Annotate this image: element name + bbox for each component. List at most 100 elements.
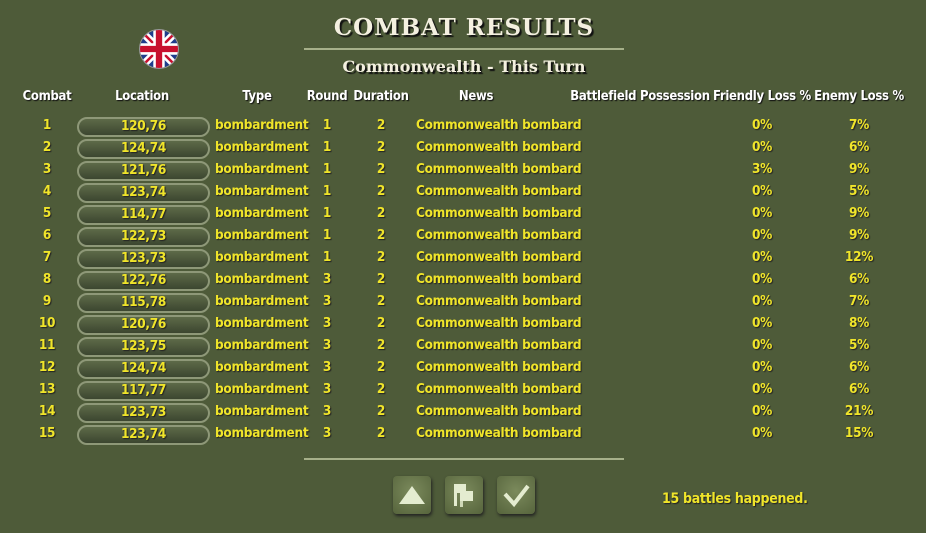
enemy-loss-cell: 5% (848, 337, 870, 353)
round-cell: 1 (322, 139, 332, 155)
friendly-loss-cell: 0% (751, 271, 773, 287)
duration-cell: 2 (376, 183, 386, 199)
enemy-loss-cell: 5% (848, 183, 870, 199)
type-cell: bombardment (215, 315, 309, 331)
column-header-friendly-loss: Friendly Loss % (713, 89, 811, 104)
enemy-loss-cell: 6% (848, 271, 870, 287)
news-cell: Commonwealth bombard (416, 359, 582, 375)
enemy-loss-cell: 6% (848, 359, 870, 375)
news-cell: Commonwealth bombard (416, 425, 582, 441)
enemy-loss-cell: 21% (844, 403, 874, 419)
column-header-battlefield-possession: Battlefield Possession (570, 89, 710, 104)
triangle-up-icon (399, 486, 425, 504)
combat-cell: 3 (42, 161, 52, 177)
news-cell: Commonwealth bombard (416, 271, 582, 287)
round-cell: 3 (322, 293, 332, 309)
location-button[interactable]: 115,78 (77, 293, 210, 313)
scroll-up-button[interactable] (393, 476, 431, 514)
round-cell: 3 (322, 403, 332, 419)
enemy-loss-cell: 15% (844, 425, 874, 441)
type-cell: bombardment (215, 359, 309, 375)
duration-cell: 2 (376, 359, 386, 375)
combat-cell: 13 (38, 381, 56, 397)
combat-cell: 8 (42, 271, 52, 287)
flags-icon (454, 484, 473, 507)
enemy-loss-cell: 9% (848, 161, 870, 177)
combat-cell: 10 (38, 315, 56, 331)
round-cell: 1 (322, 227, 332, 243)
column-header-round: Round (306, 89, 348, 104)
friendly-loss-cell: 0% (751, 403, 773, 419)
location-button[interactable]: 123,74 (77, 425, 210, 445)
location-button[interactable]: 121,76 (77, 161, 210, 181)
location-button[interactable]: 122,73 (77, 227, 210, 247)
location-button[interactable]: 124,74 (77, 139, 210, 159)
combat-cell: 1 (42, 117, 52, 133)
news-cell: Commonwealth bombard (416, 337, 582, 353)
combat-cell: 14 (38, 403, 56, 419)
type-cell: bombardment (215, 403, 309, 419)
type-cell: bombardment (215, 381, 309, 397)
location-button[interactable]: 124,74 (77, 359, 210, 379)
type-cell: bombardment (215, 271, 309, 287)
location-button[interactable]: 114,77 (77, 205, 210, 225)
news-cell: Commonwealth bombard (416, 381, 582, 397)
friendly-loss-cell: 0% (751, 205, 773, 221)
column-header-location: Location (115, 89, 169, 104)
flags-button[interactable] (445, 476, 483, 514)
confirm-button[interactable] (497, 476, 535, 514)
location-button[interactable]: 122,76 (77, 271, 210, 291)
type-cell: bombardment (215, 293, 309, 309)
news-cell: Commonwealth bombard (416, 183, 582, 199)
combat-cell: 11 (38, 337, 56, 353)
checkmark-icon (503, 484, 530, 508)
location-button[interactable]: 120,76 (77, 315, 210, 335)
uk-flag-icon (139, 29, 179, 69)
round-cell: 1 (322, 117, 332, 133)
news-cell: Commonwealth bombard (416, 293, 582, 309)
round-cell: 1 (322, 161, 332, 177)
enemy-loss-cell: 7% (848, 117, 870, 133)
column-header-type: Type (242, 89, 272, 104)
location-button[interactable]: 123,74 (77, 183, 210, 203)
friendly-loss-cell: 0% (751, 293, 773, 309)
news-cell: Commonwealth bombard (416, 139, 582, 155)
round-cell: 3 (322, 359, 332, 375)
friendly-loss-cell: 3% (751, 161, 773, 177)
duration-cell: 2 (376, 139, 386, 155)
round-cell: 1 (322, 249, 332, 265)
type-cell: bombardment (215, 161, 309, 177)
friendly-loss-cell: 0% (751, 425, 773, 441)
friendly-loss-cell: 0% (751, 337, 773, 353)
duration-cell: 2 (376, 249, 386, 265)
news-cell: Commonwealth bombard (416, 249, 582, 265)
location-button[interactable]: 120,76 (77, 117, 210, 137)
round-cell: 3 (322, 315, 332, 331)
location-button[interactable]: 123,73 (77, 249, 210, 269)
friendly-loss-cell: 0% (751, 139, 773, 155)
enemy-loss-cell: 8% (848, 315, 870, 331)
duration-cell: 2 (376, 403, 386, 419)
round-cell: 3 (322, 271, 332, 287)
duration-cell: 2 (376, 161, 386, 177)
divider (304, 48, 624, 50)
type-cell: bombardment (215, 205, 309, 221)
enemy-loss-cell: 7% (848, 293, 870, 309)
location-button[interactable]: 123,75 (77, 337, 210, 357)
enemy-loss-cell: 12% (844, 249, 874, 265)
enemy-loss-cell: 9% (848, 227, 870, 243)
type-cell: bombardment (215, 425, 309, 441)
duration-cell: 2 (376, 205, 386, 221)
news-cell: Commonwealth bombard (416, 227, 582, 243)
friendly-loss-cell: 0% (751, 359, 773, 375)
combat-cell: 7 (42, 249, 52, 265)
location-button[interactable]: 123,73 (77, 403, 210, 423)
duration-cell: 2 (376, 337, 386, 353)
round-cell: 3 (322, 337, 332, 353)
friendly-loss-cell: 0% (751, 315, 773, 331)
combat-cell: 2 (42, 139, 52, 155)
news-cell: Commonwealth bombard (416, 403, 582, 419)
location-button[interactable]: 117,77 (77, 381, 210, 401)
type-cell: bombardment (215, 249, 309, 265)
duration-cell: 2 (376, 315, 386, 331)
